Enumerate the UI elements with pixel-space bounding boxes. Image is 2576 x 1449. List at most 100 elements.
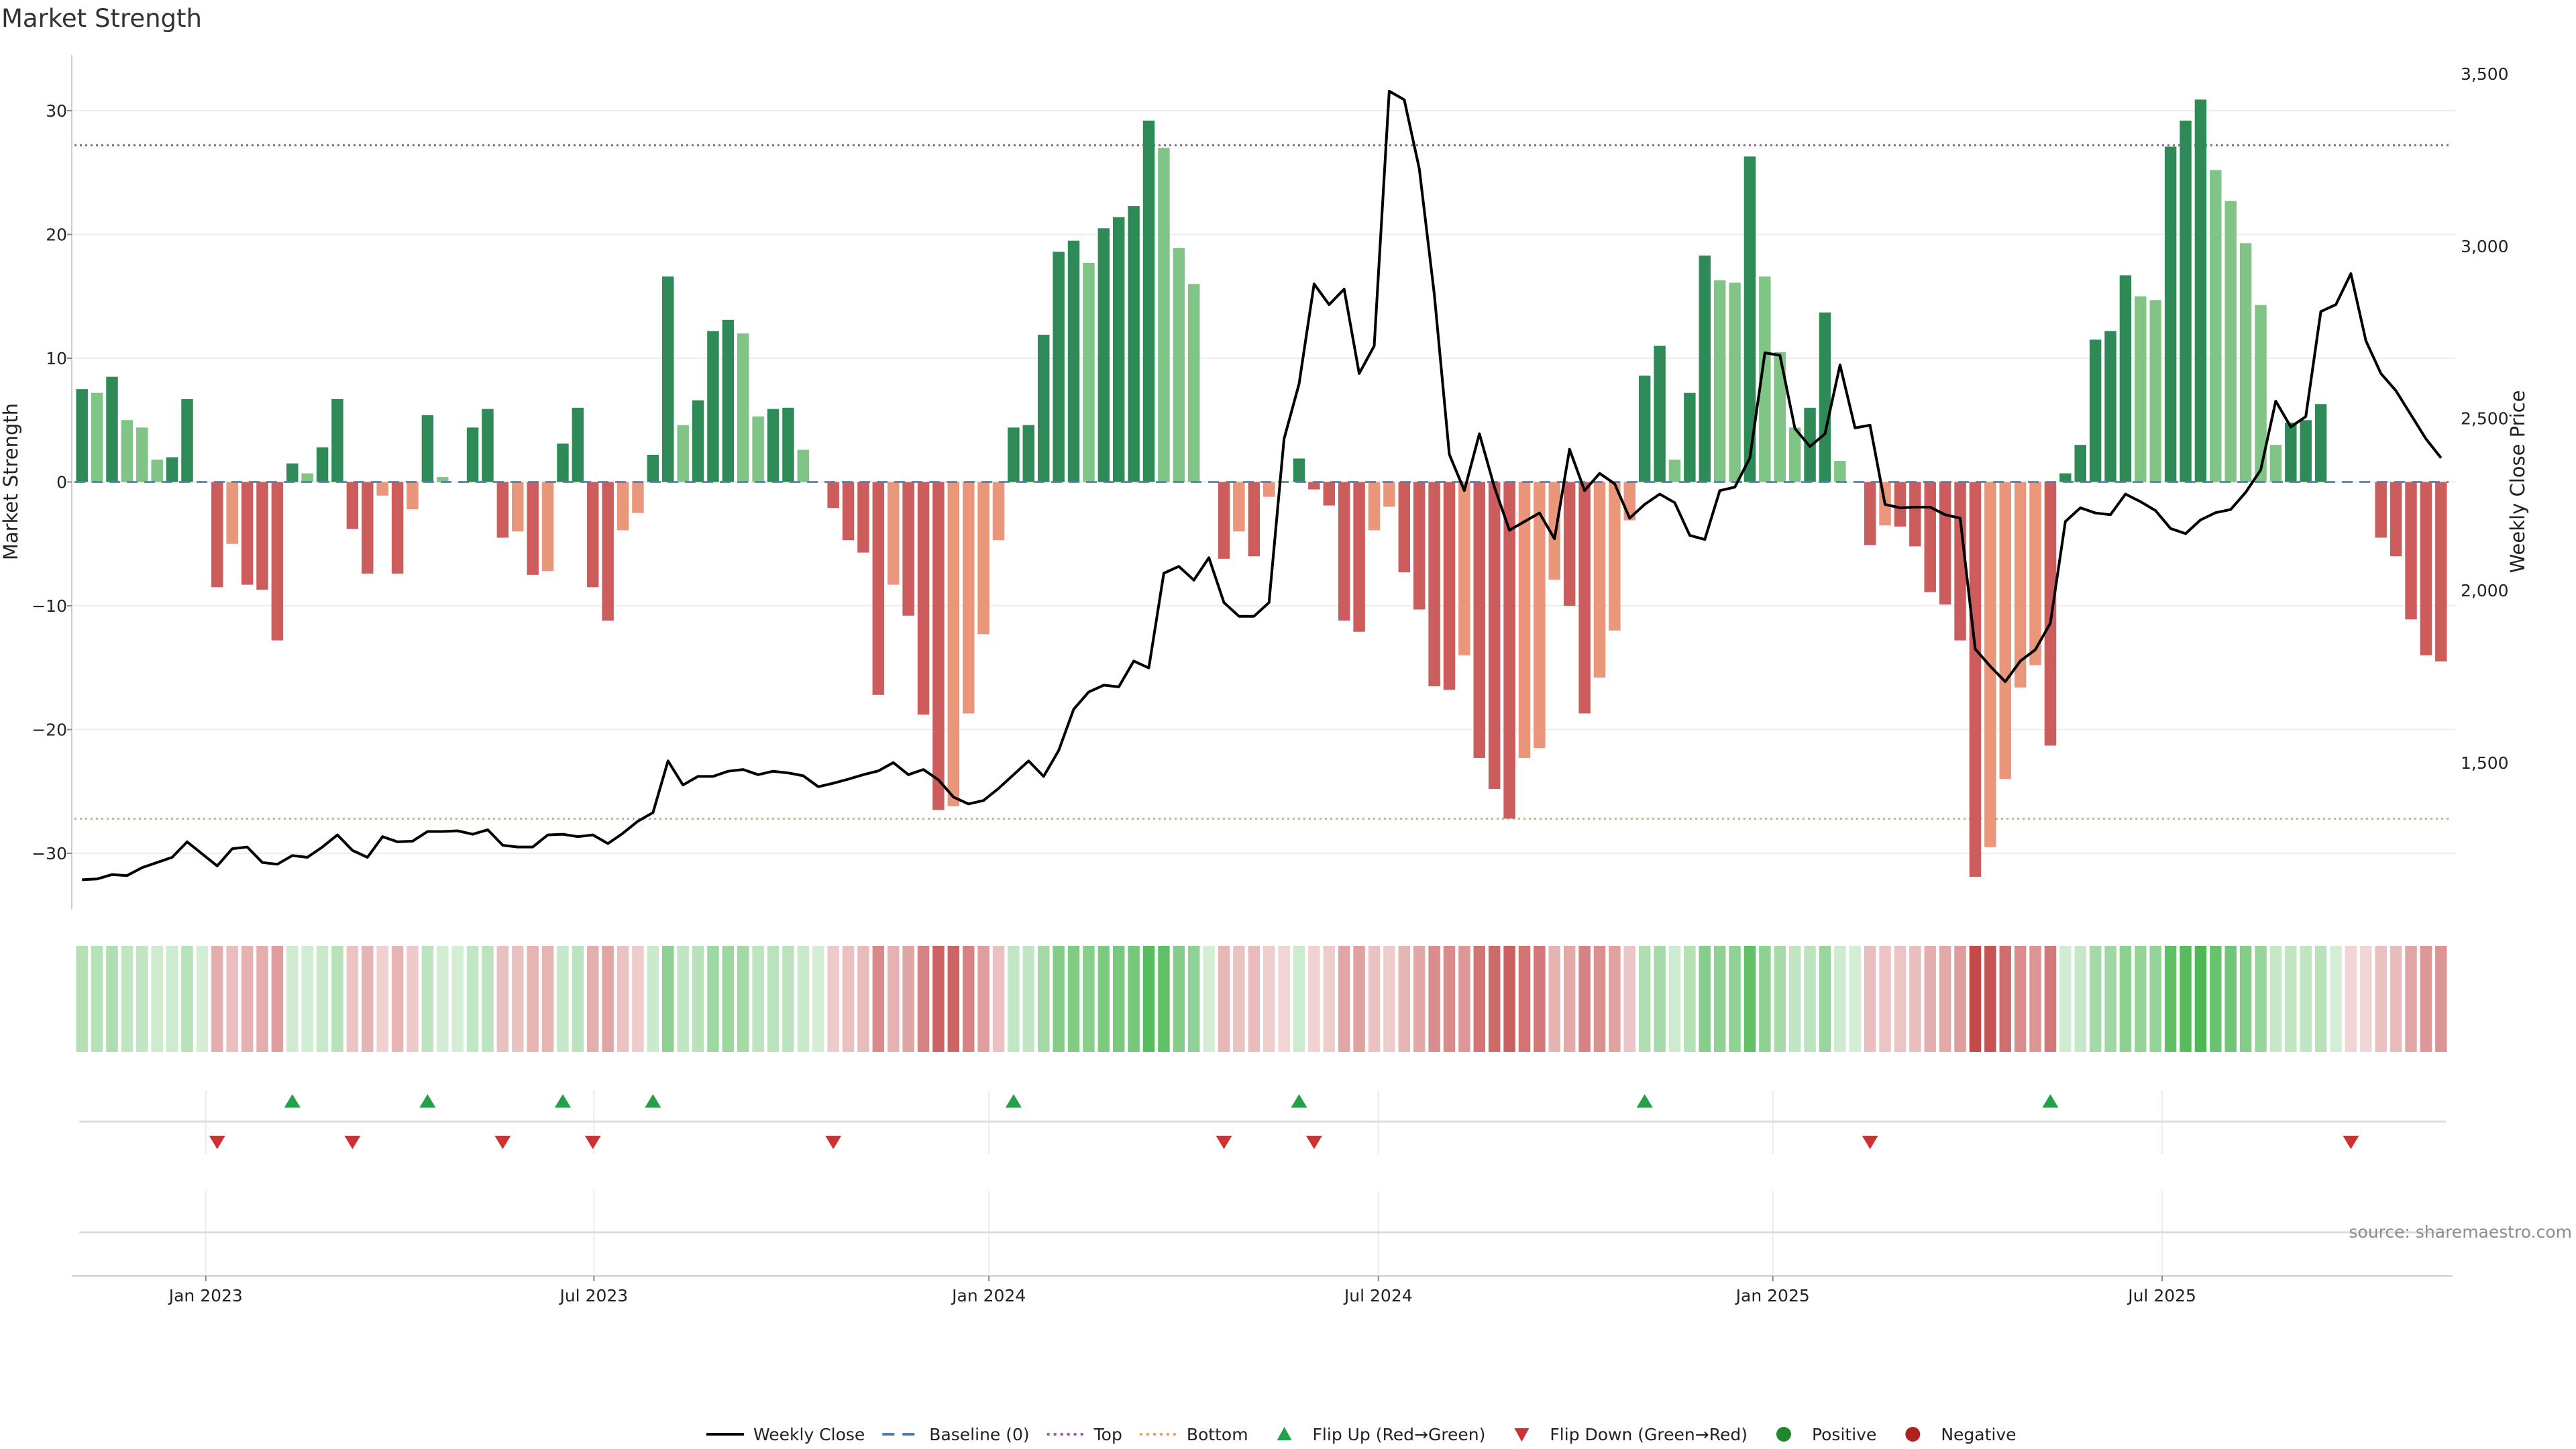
strength-bar: [1398, 482, 1411, 573]
heat-cell: [2194, 946, 2207, 1052]
heat-cell: [151, 946, 163, 1052]
strength-bar: [932, 482, 945, 810]
heat-cell: [692, 946, 704, 1052]
strength-bar: [1368, 482, 1381, 531]
strength-bar: [1112, 217, 1125, 482]
strength-bar: [857, 482, 869, 553]
heat-cell: [407, 946, 419, 1052]
strength-bar: [2435, 482, 2447, 662]
heat-cell: [872, 946, 885, 1052]
strength-bar: [331, 398, 343, 482]
strength-bar: [1233, 482, 1245, 532]
legend-item: Flip Down (Green→Red): [1514, 1425, 1748, 1444]
heat-cell: [827, 946, 839, 1052]
heat-cell: [752, 946, 764, 1052]
strength-bar: [1939, 482, 1951, 605]
heat-cell: [932, 946, 945, 1052]
flip-up-marker: [1291, 1094, 1307, 1108]
heat-cell: [2059, 946, 2072, 1052]
heat-cell: [1368, 946, 1381, 1052]
legend-item: Positive: [1776, 1425, 1876, 1444]
strength-bar: [1142, 120, 1155, 482]
heat-cell: [2345, 946, 2357, 1052]
flip-markers: [209, 1094, 2359, 1149]
heat-cell: [2104, 946, 2116, 1052]
heat-cell: [947, 946, 960, 1052]
heat-cell: [632, 946, 644, 1052]
heat-cell: [496, 946, 509, 1052]
strength-bar: [1518, 482, 1531, 758]
heat-cell: [1458, 946, 1470, 1052]
strength-bar: [1503, 482, 1515, 819]
heat-cell: [1008, 946, 1020, 1052]
flip-up-marker: [645, 1094, 661, 1108]
strength-bar: [2135, 296, 2147, 482]
heat-cell: [1819, 946, 1831, 1052]
strength-bar: [2300, 420, 2312, 482]
right-tick-label: 1,500: [2461, 753, 2509, 773]
strength-bar: [1774, 352, 1786, 482]
heat-cell: [887, 946, 900, 1052]
strength-bar: [2164, 146, 2177, 482]
right-tick-label: 3,500: [2461, 64, 2509, 84]
strength-bar: [512, 482, 524, 532]
strength-bar: [2119, 275, 2132, 482]
strength-bar: [286, 463, 299, 482]
heat-cell: [1067, 946, 1080, 1052]
strength-bar: [1218, 482, 1230, 559]
flip-down-marker: [584, 1136, 601, 1149]
heat-cell: [1593, 946, 1606, 1052]
left-tick-label: 10: [46, 349, 67, 368]
heat-cell: [2014, 946, 2027, 1052]
strength-bar: [1654, 345, 1666, 482]
strength-bar: [1458, 482, 1470, 655]
strength-bar: [752, 416, 764, 482]
heat-cell: [1158, 946, 1170, 1052]
right-axis-label: Weekly Close Price: [2506, 390, 2529, 574]
heat-cell: [2224, 946, 2237, 1052]
heat-cell: [1383, 946, 1395, 1052]
x-tick-label: Jan 2023: [168, 1286, 243, 1305]
heat-cell: [1488, 946, 1501, 1052]
heat-cell: [1954, 946, 1966, 1052]
heat-cell: [1263, 946, 1275, 1052]
strength-bar: [2104, 331, 2116, 482]
heat-cell: [437, 946, 449, 1052]
heat-cell: [2089, 946, 2102, 1052]
strength-bar: [1187, 284, 1200, 482]
strength-bar: [1954, 482, 1966, 641]
heat-cell: [917, 946, 930, 1052]
strength-bar: [1248, 482, 1260, 557]
heat-cell: [2269, 946, 2282, 1052]
heat-cell: [1788, 946, 1801, 1052]
strength-bar: [136, 427, 148, 482]
heat-cell: [1654, 946, 1666, 1052]
heat-cell: [1233, 946, 1245, 1052]
strength-bar: [1729, 282, 1741, 482]
heat-cell: [1248, 946, 1260, 1052]
heat-cell: [1443, 946, 1456, 1052]
strength-bar: [1083, 262, 1095, 482]
heat-cell: [1187, 946, 1200, 1052]
strength-bar: [1638, 375, 1651, 482]
heat-cell: [1083, 946, 1095, 1052]
strength-bar: [1443, 482, 1456, 690]
heat-cell: [1864, 946, 1876, 1052]
strength-bar: [872, 482, 885, 695]
strength-bar: [887, 482, 900, 585]
strength-bar: [917, 482, 930, 715]
heat-cell: [1999, 946, 2011, 1052]
heat-cell: [962, 946, 975, 1052]
strength-bar: [1263, 482, 1275, 497]
heat-cell: [902, 946, 914, 1052]
strength-bar: [842, 482, 855, 541]
strength-bar: [527, 482, 539, 575]
heat-cell: [1398, 946, 1411, 1052]
strength-bar: [2405, 482, 2417, 620]
strength-bar: [602, 482, 614, 621]
heat-cell: [512, 946, 524, 1052]
legend-label: Positive: [1812, 1425, 1876, 1444]
strength-bar: [2194, 99, 2207, 482]
strength-bar: [1413, 482, 1426, 610]
strength-bar: [346, 482, 359, 529]
